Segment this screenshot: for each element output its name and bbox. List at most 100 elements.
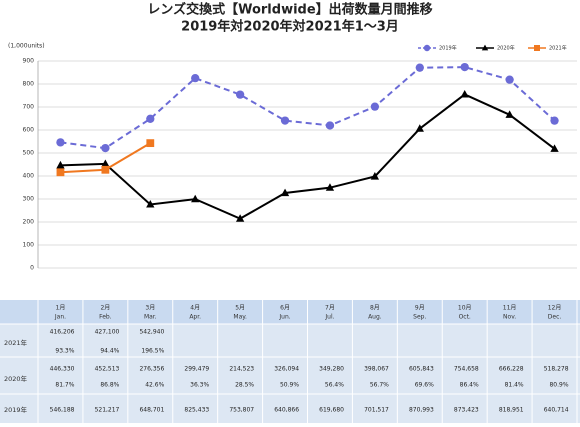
- chart-subtitle: 2019年対2020年対2021年1～3月: [181, 19, 399, 35]
- y-tick-label: 300: [23, 196, 35, 203]
- table-value: 326,094: [274, 366, 299, 373]
- legend-marker: [423, 44, 431, 52]
- table-month-en: Oct.: [459, 314, 471, 321]
- y-unit-label: (1,000units): [8, 43, 45, 50]
- point: [325, 121, 335, 130]
- point: [415, 63, 424, 72]
- table-month-en: Aug.: [368, 314, 382, 321]
- table-month: 4月: [190, 305, 200, 312]
- point: [280, 116, 290, 125]
- table-value: 349,280: [319, 366, 344, 373]
- table-ratio: 94.4%: [100, 348, 119, 355]
- table-ratio: 86.8%: [100, 382, 119, 389]
- table-month-en: Jan.: [54, 314, 66, 321]
- table-month: 12月: [548, 305, 562, 312]
- point: [146, 114, 155, 123]
- table-ratio: 81.4%: [505, 382, 524, 389]
- table-value: 446,330: [50, 366, 75, 373]
- table-value: 648,701: [139, 407, 164, 414]
- table-ratio: 36.3%: [190, 382, 209, 389]
- table-ratio: 56.4%: [325, 382, 344, 389]
- table-month-en: Jul.: [324, 314, 334, 321]
- legend-marker: [534, 45, 540, 51]
- table-month: 6月: [280, 305, 290, 312]
- point: [505, 75, 514, 84]
- legend-marker: [481, 44, 489, 51]
- table-ratio: 93.3%: [55, 348, 74, 355]
- point: [146, 139, 155, 148]
- point: [460, 90, 469, 98]
- table-month-en: Apr.: [189, 314, 201, 321]
- point: [101, 165, 110, 174]
- point: [146, 200, 155, 208]
- table-value: 416,206: [50, 329, 75, 336]
- table-ratio: 69.6%: [415, 382, 434, 389]
- table-value: 427,100: [95, 329, 120, 336]
- table-value: 542,940: [139, 329, 164, 336]
- y-tick-label: 500: [23, 150, 35, 157]
- y-tick-label: 400: [23, 173, 35, 180]
- table-month: 1月: [56, 305, 66, 312]
- table-ratio: 80.9%: [549, 382, 568, 389]
- point: [56, 168, 65, 177]
- table-value: 398,067: [364, 366, 389, 373]
- point: [101, 143, 110, 153]
- y-tick-label: 600: [23, 127, 35, 134]
- table-ratio: 56.7%: [370, 382, 389, 389]
- table-month: 7月: [325, 305, 335, 312]
- point: [460, 62, 469, 72]
- table-ratio: 196.5%: [141, 348, 164, 355]
- point: [191, 73, 200, 83]
- point: [505, 110, 514, 118]
- point: [101, 159, 110, 168]
- y-tick-label: 700: [23, 104, 35, 111]
- table-row-label: 2019年: [4, 405, 28, 414]
- table-value: 640,714: [544, 407, 569, 414]
- table-month-en: Jun.: [278, 314, 290, 321]
- point: [280, 188, 290, 197]
- y-tick-label: 900: [23, 58, 35, 65]
- table-month-en: Dec.: [548, 314, 562, 321]
- table-value: 753,807: [229, 407, 254, 414]
- y-tick-label: 800: [23, 81, 35, 88]
- legend-label: 2019年: [439, 45, 457, 52]
- table-ratio: 50.9%: [280, 382, 299, 389]
- table-month-en: Nov.: [503, 314, 516, 321]
- table-value: 521,217: [95, 407, 120, 414]
- y-tick-label: 100: [23, 242, 35, 249]
- table-value: 640,866: [274, 407, 299, 414]
- point: [415, 124, 424, 132]
- table-value: 518,278: [544, 366, 569, 373]
- table-row-label: 2021年: [4, 338, 28, 347]
- table-month-en: May.: [233, 314, 247, 321]
- chart-title: レンズ交換式【Worldwide】出荷数量月間推移: [147, 2, 432, 18]
- table-value: 754,658: [454, 366, 479, 373]
- table-value: 299,479: [184, 366, 209, 373]
- point: [235, 214, 245, 222]
- point: [56, 138, 65, 147]
- table-value: 276,356: [139, 366, 164, 373]
- table-value: 818,951: [499, 407, 524, 414]
- point: [550, 144, 559, 152]
- table-ratio: 28.5%: [235, 382, 254, 389]
- table-month: 11月: [503, 305, 517, 312]
- point: [370, 172, 380, 180]
- table-row-label: 2020年: [4, 374, 28, 383]
- table-value: 546,188: [50, 407, 75, 414]
- table-value: 619,680: [319, 407, 344, 414]
- table-month-en: Feb.: [99, 314, 112, 321]
- table-month: 5月: [235, 305, 245, 312]
- table-month: 8月: [370, 305, 380, 312]
- legend-label: 2020年: [497, 45, 515, 52]
- table-value: 214,523: [229, 366, 254, 373]
- table-value: 870,993: [409, 407, 434, 414]
- point: [550, 116, 559, 125]
- series-line: [60, 93, 556, 220]
- table-month: 3月: [145, 305, 155, 312]
- table-value: 605,843: [409, 366, 434, 373]
- point: [56, 160, 65, 169]
- table-month: 10月: [458, 305, 472, 312]
- series-line: [60, 66, 556, 150]
- point: [235, 90, 245, 99]
